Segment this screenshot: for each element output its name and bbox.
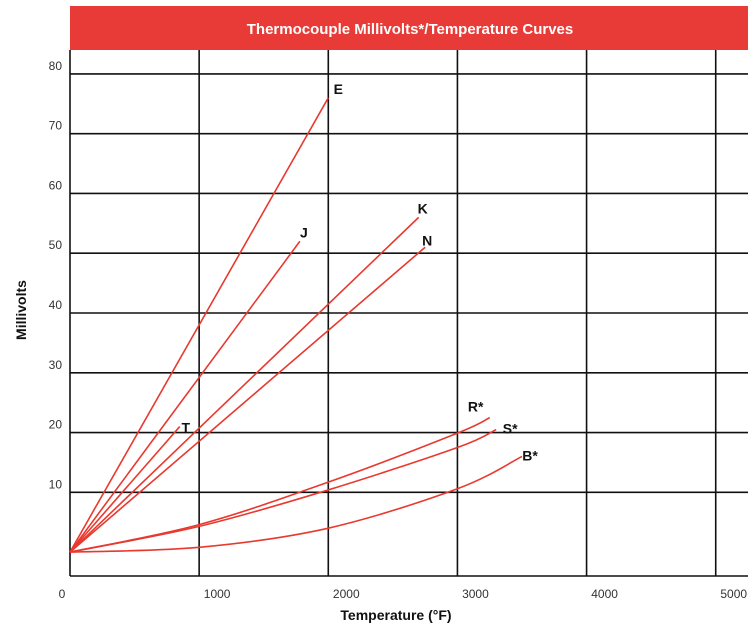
chart-ticks: 0 1000 2000 3000 4000 5000 10 20 30 40 50 60 70 80 <box>49 59 748 601</box>
y-tick-label-80: 80 <box>49 59 63 73</box>
y-axis-label: Millivolts <box>13 280 29 340</box>
curve-labels: E J KN T R* S*B* <box>181 81 538 464</box>
x-axis-label: Temperature (°F) <box>340 607 451 623</box>
curve-j <box>69 240 301 553</box>
x-tick-label-0: 0 <box>59 587 66 601</box>
curve-rstar <box>69 416 491 553</box>
x-tick-label-3000: 3000 <box>462 587 489 601</box>
curve-label-t: T <box>181 420 190 436</box>
y-tick-label-10: 10 <box>49 477 63 491</box>
x-tick-label-4000: 4000 <box>591 587 618 601</box>
curve-label-n: N <box>422 232 432 248</box>
curve-label-sstar: S* <box>503 421 518 437</box>
chart-grid <box>69 50 748 577</box>
curve-bstar <box>69 455 523 553</box>
x-tick-label-5000: 5000 <box>720 587 747 601</box>
x-tick-label-2000: 2000 <box>333 587 360 601</box>
y-tick-label-50: 50 <box>49 238 63 252</box>
curve-k <box>69 216 420 553</box>
chart-title-bar <box>70 6 748 50</box>
chart-title: Thermocouple Millivolts*/Temperature Cur… <box>247 21 573 38</box>
y-tick-label-70: 70 <box>49 119 63 133</box>
y-tick-label-60: 60 <box>49 178 63 192</box>
curve-label-j: J <box>300 224 308 240</box>
x-tick-label-1000: 1000 <box>204 587 231 601</box>
curve-e <box>69 97 329 553</box>
curve-label-bstar: B* <box>522 447 538 463</box>
y-tick-label-20: 20 <box>49 418 63 432</box>
curve-label-k: K <box>418 200 428 216</box>
curve-label-rstar: R* <box>468 399 484 415</box>
curve-label-e: E <box>334 81 343 97</box>
curve-sstar <box>69 428 497 553</box>
curve-t <box>69 426 181 553</box>
y-tick-label-30: 30 <box>49 358 63 372</box>
chart-curves <box>69 97 523 553</box>
curve-n <box>69 246 426 553</box>
y-tick-label-40: 40 <box>49 298 63 312</box>
